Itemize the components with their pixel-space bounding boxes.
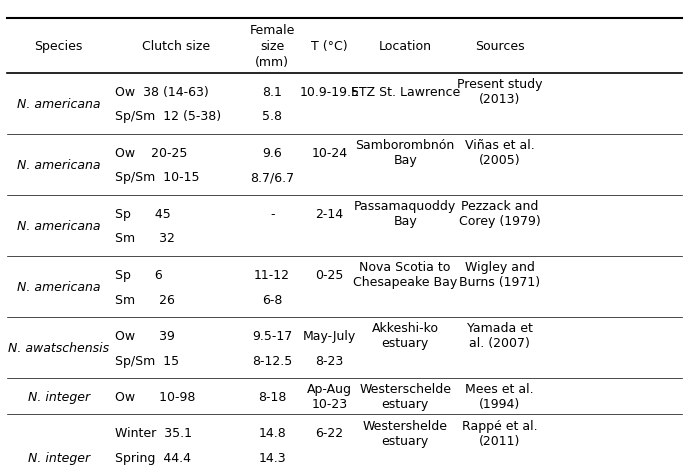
Text: Sources: Sources [475, 40, 524, 53]
Text: Samborombnón
Bay: Samborombnón Bay [356, 139, 455, 167]
Text: Sm      32: Sm 32 [116, 232, 175, 245]
Text: Mees et al.
(1994): Mees et al. (1994) [465, 383, 534, 410]
Text: Sp      6: Sp 6 [116, 268, 163, 281]
Text: N. americana: N. americana [17, 98, 101, 111]
Text: Species: Species [34, 40, 83, 53]
Text: Akkeshi-ko
estuary: Akkeshi-ko estuary [371, 322, 439, 349]
Text: 9.5-17: 9.5-17 [252, 329, 292, 342]
Text: Wigley and
Burns (1971): Wigley and Burns (1971) [459, 261, 540, 288]
Text: Sp      45: Sp 45 [116, 207, 171, 220]
Text: Female
size
(mm): Female size (mm) [249, 24, 295, 69]
Text: 10.9-19.5: 10.9-19.5 [299, 85, 360, 99]
Text: May-July: May-July [302, 329, 356, 342]
Text: 2-14: 2-14 [316, 207, 343, 220]
Text: Viñas et al.
(2005): Viñas et al. (2005) [464, 139, 535, 167]
Text: N. americana: N. americana [17, 219, 101, 233]
Text: Ow      39: Ow 39 [116, 329, 175, 342]
Text: Ap-Aug
10-23: Ap-Aug 10-23 [307, 383, 352, 410]
Text: Westerschelde
estuary: Westerschelde estuary [359, 383, 451, 410]
Text: 6-22: 6-22 [316, 426, 343, 439]
Text: 11-12: 11-12 [254, 268, 290, 281]
Text: T (°C): T (°C) [311, 40, 348, 53]
Text: N. integer: N. integer [28, 390, 90, 403]
Text: Yamada et
al. (2007): Yamada et al. (2007) [466, 322, 533, 349]
Text: N. awatschensis: N. awatschensis [8, 341, 109, 355]
Text: Passamaquoddy
Bay: Passamaquoddy Bay [354, 200, 456, 228]
Text: 8-23: 8-23 [315, 354, 344, 367]
Text: 8-18: 8-18 [258, 390, 287, 403]
Text: ETZ St. Lawrence: ETZ St. Lawrence [351, 85, 460, 99]
Text: Sm      26: Sm 26 [116, 293, 175, 306]
Text: Sp/Sm  10-15: Sp/Sm 10-15 [116, 171, 200, 184]
Text: Nova Scotia to
Chesapeake Bay: Nova Scotia to Chesapeake Bay [353, 261, 457, 288]
Text: 0-25: 0-25 [315, 268, 344, 281]
Text: Spring  44.4: Spring 44.4 [116, 451, 192, 464]
Text: Sp/Sm  15: Sp/Sm 15 [116, 354, 180, 367]
Text: N. integer: N. integer [28, 451, 90, 464]
Text: Pezzack and
Corey (1979): Pezzack and Corey (1979) [459, 200, 540, 228]
Text: Location: Location [379, 40, 431, 53]
Text: 8.7/6.7: 8.7/6.7 [250, 171, 294, 184]
Text: Present study
(2013): Present study (2013) [457, 78, 542, 106]
Text: Ow  38 (14-63): Ow 38 (14-63) [116, 85, 209, 99]
Text: -: - [270, 207, 274, 220]
Text: Ow      10-98: Ow 10-98 [116, 390, 196, 403]
Text: 9.6: 9.6 [263, 146, 282, 159]
Text: 6-8: 6-8 [262, 293, 282, 306]
Text: 8-12.5: 8-12.5 [252, 354, 292, 367]
Text: 5.8: 5.8 [262, 110, 282, 123]
Text: Ow    20-25: Ow 20-25 [116, 146, 188, 159]
Text: Sp/Sm  12 (5-38): Sp/Sm 12 (5-38) [116, 110, 222, 123]
Text: N. americana: N. americana [17, 280, 101, 294]
Text: N. americana: N. americana [17, 159, 101, 172]
Text: 8.1: 8.1 [263, 85, 282, 99]
Text: Rappé et al.
(2011): Rappé et al. (2011) [462, 419, 537, 446]
Text: Clutch size: Clutch size [142, 40, 209, 53]
Text: 14.3: 14.3 [258, 451, 286, 464]
Text: Winter  35.1: Winter 35.1 [116, 426, 192, 439]
Text: 10-24: 10-24 [311, 146, 347, 159]
Text: Westershelde
estuary: Westershelde estuary [362, 419, 448, 446]
Text: 14.8: 14.8 [258, 426, 286, 439]
